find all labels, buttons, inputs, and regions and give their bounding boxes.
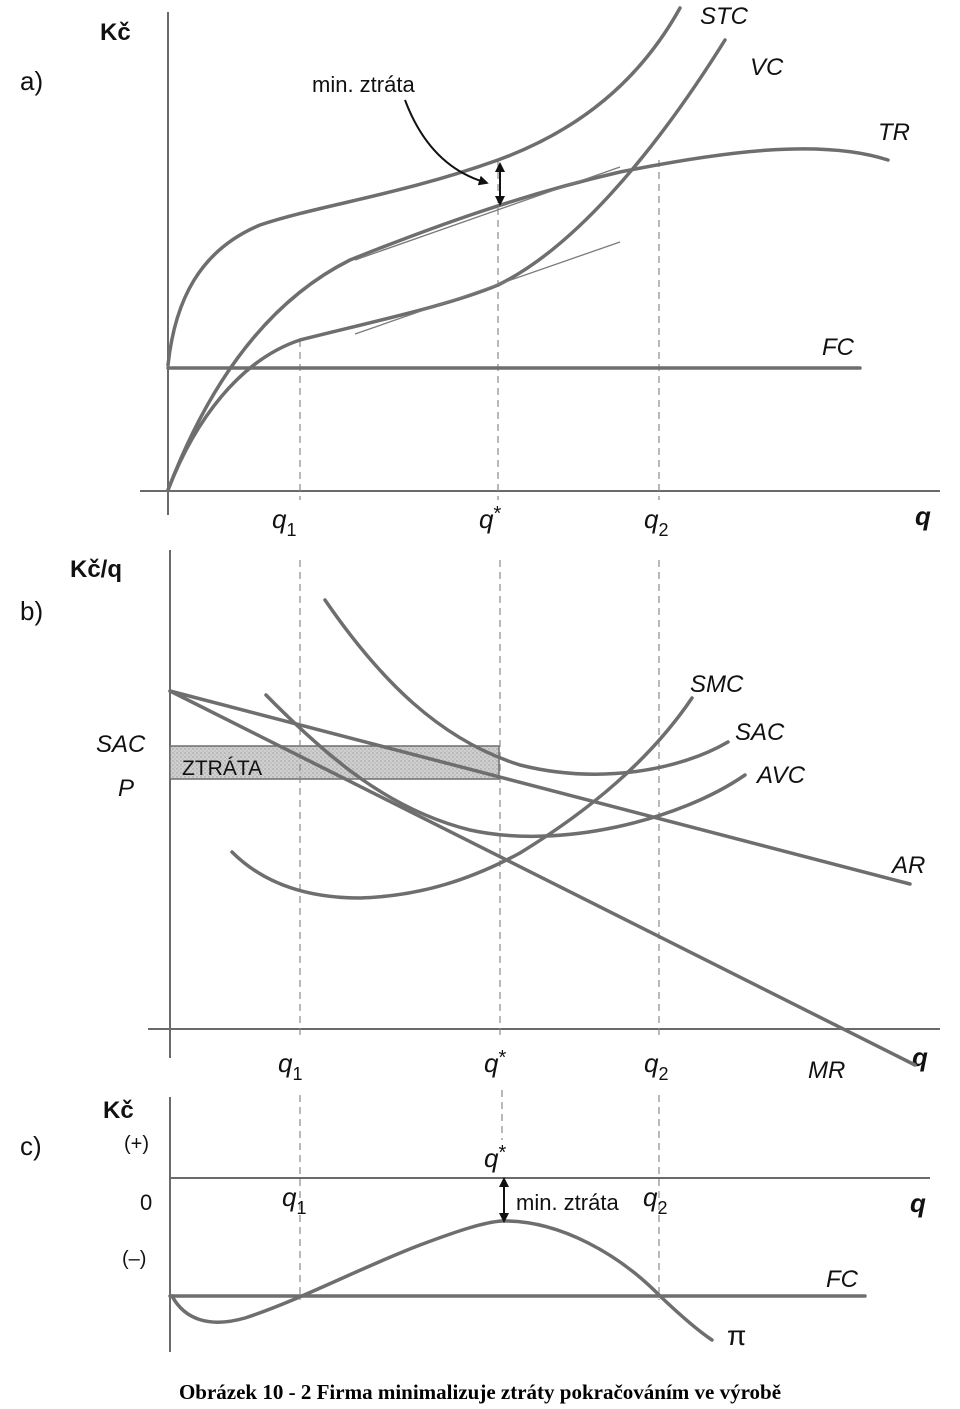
panel-b-tick-q2: q2: [644, 1048, 668, 1084]
panel-b-label: b): [20, 596, 43, 626]
panel-c-label: c): [20, 1131, 42, 1161]
svg-text:q2: q2: [644, 504, 668, 540]
panel-c: c) Kč (+) 0 (–) q min. ztráta FC π q* q1…: [20, 1090, 930, 1352]
stc-curve: [166, 6, 682, 367]
svg-text:q*: q*: [484, 1142, 506, 1173]
svg-text:q1: q1: [282, 1182, 306, 1218]
avc-label: AVC: [755, 762, 806, 789]
vc-label: VC: [750, 54, 784, 81]
fc-label-c: FC: [826, 1266, 859, 1293]
panel-a-tick-q2: q2: [644, 504, 668, 540]
panel-c-tick-q2: q2: [643, 1182, 667, 1218]
profit-label: π: [727, 1320, 746, 1351]
panel-b: b) Kč/q q ZTRÁTA SMC SAC AVC AR MR SAC P…: [20, 550, 940, 1084]
smc-label: SMC: [690, 671, 744, 698]
annotation-pointer-arrow: [404, 99, 489, 186]
panel-a-x-axis-label: q: [915, 501, 931, 531]
panel-b-y-axis-label: Kč/q: [70, 556, 122, 583]
panel-a-tick-qstar: q*: [479, 503, 501, 534]
vc-tangent-line: [354, 241, 621, 335]
panel-c-x-axis-label: q: [910, 1188, 926, 1218]
profit-curve: [170, 1219, 714, 1342]
svg-text:q2: q2: [644, 1048, 668, 1084]
avc-curve: [264, 693, 747, 839]
plus-label: (+): [124, 1133, 149, 1155]
figure-caption: Obrázek 10 - 2 Firma minimalizuje ztráty…: [178, 1380, 782, 1404]
fc-label-a: FC: [822, 334, 855, 361]
loss-area-label: ZTRÁTA: [182, 757, 262, 780]
mr-label: MR: [808, 1057, 845, 1084]
tr-label: TR: [878, 119, 910, 146]
sac-level-label: SAC: [96, 731, 146, 758]
mr-curve: [168, 689, 917, 1067]
svg-text:q2: q2: [643, 1182, 667, 1218]
panel-c-tick-qstar: q*: [484, 1142, 506, 1173]
cost-curves-figure: a) Kč q min. ztráta STC VC TR FC q1 q* q…: [20, 3, 940, 1352]
sac-label: SAC: [735, 719, 785, 746]
price-level-label: P: [118, 775, 134, 802]
ar-label: AR: [890, 852, 925, 879]
tr-curve: [166, 147, 890, 492]
panel-a-y-axis-label: Kč: [100, 19, 131, 46]
svg-text:q*: q*: [484, 1047, 506, 1078]
sac-curve: [323, 598, 730, 776]
panel-b-x-axis-label: q: [912, 1042, 928, 1072]
svg-text:q1: q1: [272, 504, 296, 540]
vc-curve: [166, 38, 727, 492]
min-loss-annotation-c: min. ztráta: [516, 1190, 619, 1215]
panel-b-tick-q1: q1: [278, 1048, 302, 1084]
panel-c-y-axis-label: Kč: [103, 1097, 134, 1124]
minus-label: (–): [122, 1248, 146, 1270]
min-loss-annotation-a: min. ztráta: [312, 72, 415, 97]
panel-c-tick-q1: q1: [282, 1182, 306, 1218]
panel-a-tick-q1: q1: [272, 504, 296, 540]
svg-text:q*: q*: [479, 503, 501, 534]
svg-text:q1: q1: [278, 1048, 302, 1084]
tr-tangent-line: [354, 166, 621, 261]
smc-curve: [230, 696, 694, 900]
panel-b-tick-qstar: q*: [484, 1047, 506, 1078]
stc-label: STC: [700, 3, 749, 30]
zero-label: 0: [140, 1190, 152, 1215]
panel-a: a) Kč q min. ztráta STC VC TR FC q1 q* q…: [20, 3, 940, 540]
panel-a-label: a): [20, 66, 43, 96]
